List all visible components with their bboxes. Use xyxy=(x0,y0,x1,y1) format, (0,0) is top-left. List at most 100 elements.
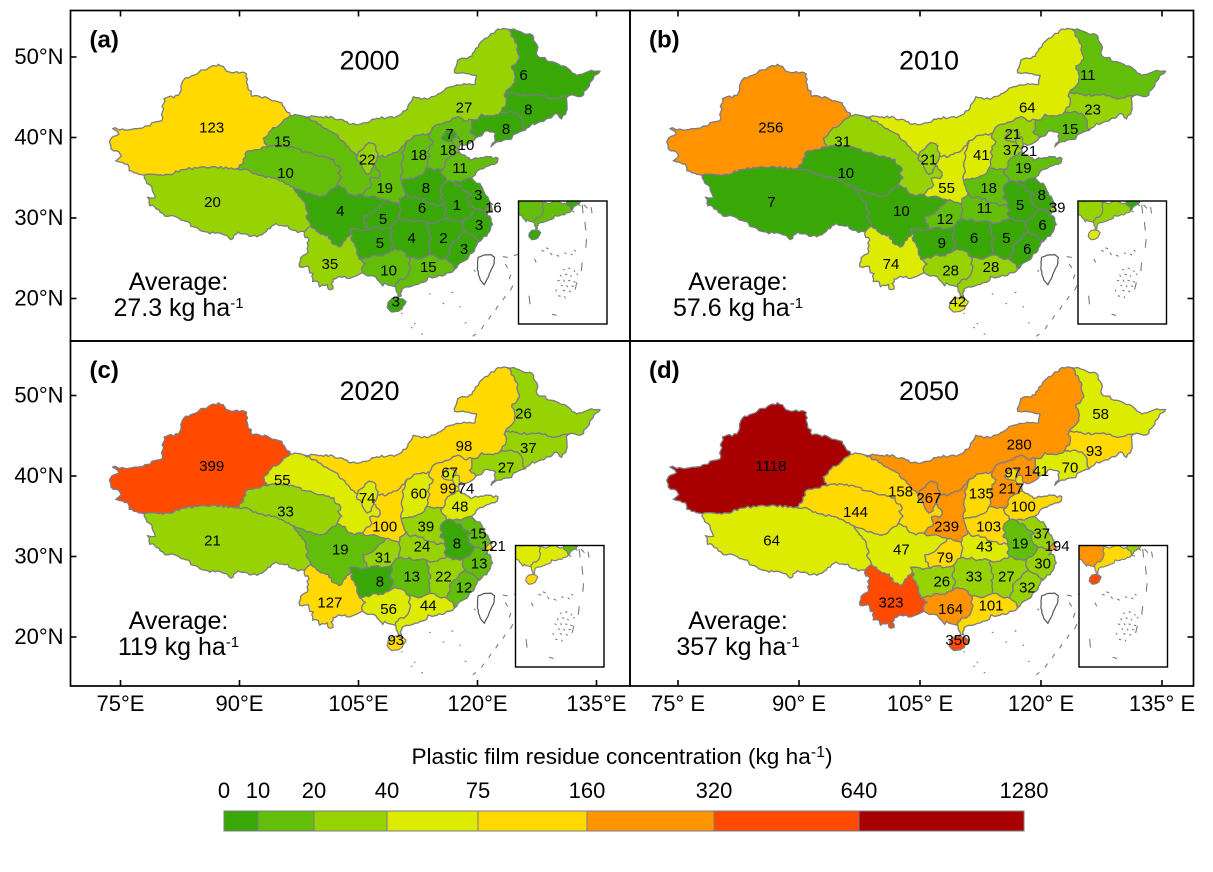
svg-text:16: 16 xyxy=(485,200,502,217)
svg-text:39: 39 xyxy=(1049,200,1066,217)
svg-text:98: 98 xyxy=(456,438,473,455)
svg-text:33: 33 xyxy=(277,503,294,520)
svg-text:5: 5 xyxy=(1016,197,1024,214)
svg-text:10: 10 xyxy=(246,778,270,803)
svg-text:43: 43 xyxy=(976,538,993,555)
svg-text:6: 6 xyxy=(519,67,527,84)
svg-text:97: 97 xyxy=(1004,464,1021,481)
svg-text:6: 6 xyxy=(970,230,978,247)
svg-text:12: 12 xyxy=(937,211,954,228)
svg-text:267: 267 xyxy=(916,490,941,507)
svg-text:70: 70 xyxy=(1062,460,1079,477)
svg-text:21: 21 xyxy=(1021,143,1038,160)
svg-text:Average:: Average: xyxy=(688,607,788,635)
svg-text:2000: 2000 xyxy=(339,46,399,76)
svg-text:8: 8 xyxy=(453,536,461,553)
svg-text:(a): (a) xyxy=(90,27,119,54)
svg-text:55: 55 xyxy=(938,180,955,197)
svg-text:27.3 kg ha-1: 27.3 kg ha-1 xyxy=(113,294,243,322)
svg-text:11: 11 xyxy=(452,160,468,177)
svg-text:4: 4 xyxy=(408,230,416,247)
svg-text:399: 399 xyxy=(199,458,224,475)
svg-text:55: 55 xyxy=(274,472,291,489)
svg-text:35: 35 xyxy=(322,256,339,273)
svg-text:31: 31 xyxy=(375,549,392,566)
svg-text:21: 21 xyxy=(1004,126,1021,143)
svg-text:27: 27 xyxy=(498,460,515,477)
svg-text:11: 11 xyxy=(1080,67,1096,84)
svg-text:3: 3 xyxy=(475,217,483,234)
svg-text:3: 3 xyxy=(460,241,468,258)
svg-text:18: 18 xyxy=(410,147,427,164)
svg-text:20°N: 20°N xyxy=(14,286,63,311)
svg-text:2010: 2010 xyxy=(899,46,959,76)
svg-text:8: 8 xyxy=(422,180,430,197)
svg-text:135°E: 135°E xyxy=(566,691,626,716)
svg-text:105°E: 105°E xyxy=(328,691,388,716)
svg-text:(c): (c) xyxy=(90,357,119,384)
svg-text:18: 18 xyxy=(440,142,457,159)
svg-text:26: 26 xyxy=(933,574,950,591)
svg-text:19: 19 xyxy=(1015,160,1032,177)
svg-text:21: 21 xyxy=(204,532,221,549)
svg-text:41: 41 xyxy=(973,147,990,164)
svg-text:323: 323 xyxy=(878,594,903,611)
svg-text:Average:: Average: xyxy=(129,268,229,296)
svg-text:105° E: 105° E xyxy=(887,691,953,716)
svg-text:99: 99 xyxy=(440,481,457,498)
svg-text:103: 103 xyxy=(976,519,1001,536)
svg-text:100: 100 xyxy=(1011,499,1036,516)
svg-text:13: 13 xyxy=(471,556,488,573)
svg-text:3: 3 xyxy=(392,294,400,311)
svg-text:22: 22 xyxy=(435,569,452,586)
svg-text:5: 5 xyxy=(1002,230,1010,247)
svg-text:56: 56 xyxy=(380,601,397,618)
svg-text:(b): (b) xyxy=(649,27,680,54)
svg-text:158: 158 xyxy=(888,484,913,501)
svg-text:37: 37 xyxy=(1003,142,1020,159)
svg-text:2050: 2050 xyxy=(899,376,959,406)
svg-text:8: 8 xyxy=(502,121,510,138)
svg-text:3: 3 xyxy=(474,187,482,204)
svg-text:Average:: Average: xyxy=(129,607,229,635)
svg-text:74: 74 xyxy=(883,256,900,273)
svg-text:22: 22 xyxy=(359,152,376,169)
svg-text:350: 350 xyxy=(945,632,970,649)
svg-text:74: 74 xyxy=(458,481,475,498)
svg-text:Plastic film residue concentra: Plastic film residue concentration (kg h… xyxy=(411,744,832,769)
svg-text:26: 26 xyxy=(515,406,532,423)
svg-text:20°N: 20°N xyxy=(14,624,63,649)
svg-text:10: 10 xyxy=(458,137,475,154)
svg-text:6: 6 xyxy=(1038,217,1046,234)
svg-text:101: 101 xyxy=(978,598,1003,615)
svg-text:100: 100 xyxy=(372,518,397,535)
svg-text:2020: 2020 xyxy=(339,376,399,406)
svg-text:37: 37 xyxy=(1033,526,1050,543)
svg-text:74: 74 xyxy=(359,490,376,507)
svg-text:6: 6 xyxy=(1023,241,1031,258)
svg-text:160: 160 xyxy=(569,778,606,803)
svg-text:31: 31 xyxy=(834,134,851,151)
svg-text:27: 27 xyxy=(998,569,1015,586)
svg-text:123: 123 xyxy=(199,119,224,136)
svg-text:1: 1 xyxy=(453,197,461,214)
svg-text:40: 40 xyxy=(375,778,399,803)
svg-text:32: 32 xyxy=(1019,580,1036,597)
svg-text:75: 75 xyxy=(466,778,490,803)
svg-text:64: 64 xyxy=(1019,99,1036,116)
svg-text:320: 320 xyxy=(696,778,733,803)
svg-text:27: 27 xyxy=(456,99,473,116)
svg-text:8: 8 xyxy=(376,574,384,591)
svg-text:39: 39 xyxy=(418,519,435,536)
svg-text:30°N: 30°N xyxy=(14,205,63,230)
svg-text:57.6 kg ha-1: 57.6 kg ha-1 xyxy=(673,294,803,322)
svg-text:93: 93 xyxy=(387,632,404,649)
svg-text:135° E: 135° E xyxy=(1129,691,1195,716)
svg-text:2: 2 xyxy=(439,230,447,247)
svg-text:79: 79 xyxy=(937,549,954,566)
svg-text:13: 13 xyxy=(403,569,420,586)
svg-text:8: 8 xyxy=(524,101,532,118)
svg-text:19: 19 xyxy=(376,180,393,197)
svg-text:30°N: 30°N xyxy=(14,544,63,569)
svg-text:15: 15 xyxy=(420,259,437,276)
